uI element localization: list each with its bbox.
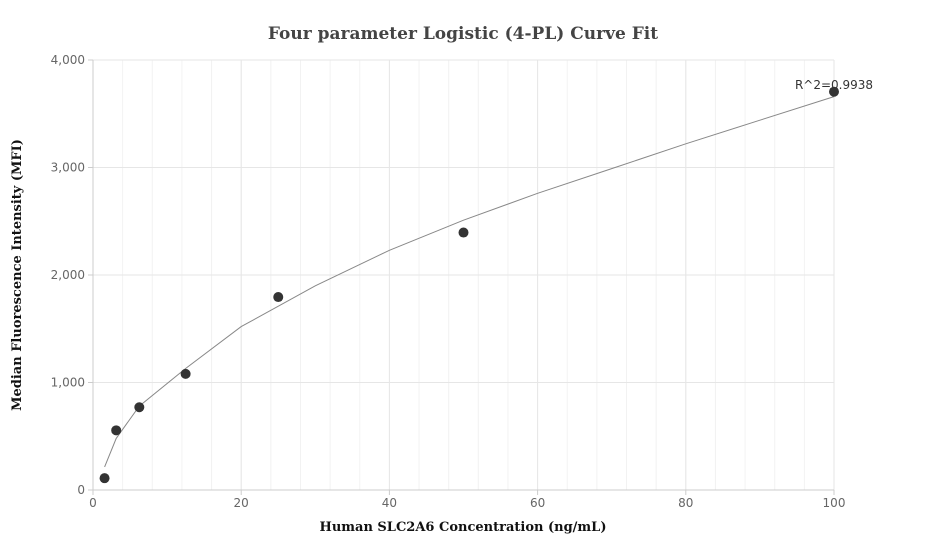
data-point <box>458 227 469 238</box>
data-points <box>99 86 839 484</box>
x-tick-label: 80 <box>678 496 693 510</box>
x-tick-label: 40 <box>382 496 397 510</box>
y-tick-label: 4,000 <box>51 53 85 67</box>
data-point <box>111 425 122 436</box>
data-point <box>273 292 284 303</box>
y-axis-title: Median Fluorescence Intensity (MFI) <box>10 139 25 411</box>
x-tick-label: 0 <box>89 496 97 510</box>
x-axis-title: Human SLC2A6 Concentration (ng/mL) <box>320 520 607 535</box>
x-tick-label: 20 <box>234 496 249 510</box>
x-axis-ticks: 0 20 40 60 80 100 <box>89 490 845 510</box>
chart-title: Four parameter Logistic (4-PL) Curve Fit <box>268 24 658 44</box>
x-tick-label: 60 <box>530 496 545 510</box>
data-point <box>829 86 839 97</box>
fit-curve-line <box>104 96 835 468</box>
y-tick-label: 1,000 <box>51 376 85 390</box>
y-tick-label: 0 <box>77 483 85 497</box>
y-tick-label: 2,000 <box>51 268 85 282</box>
y-tick-label: 3,000 <box>51 161 85 175</box>
y-axis-ticks: 0 1,000 2,000 3,000 4,000 <box>51 53 93 497</box>
data-point <box>134 402 145 413</box>
data-point <box>180 368 191 379</box>
r-squared-annotation: R^2=0.9938 <box>795 78 873 92</box>
x-tick-label: 100 <box>823 496 846 510</box>
major-grid <box>93 59 835 490</box>
data-point <box>99 473 110 484</box>
